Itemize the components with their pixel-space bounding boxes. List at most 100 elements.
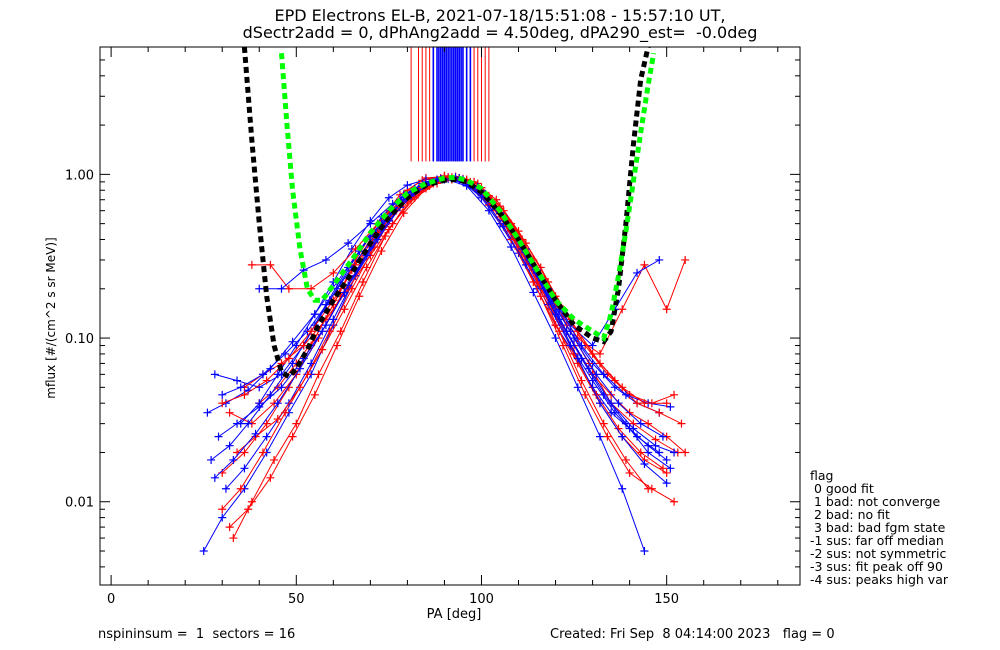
red-data-point: [581, 390, 590, 399]
y-tick-label: 0.10: [65, 332, 94, 347]
blue-data-point: [233, 376, 242, 385]
footer-spin-info: nspininsum = 1 sectors = 16: [98, 627, 296, 642]
blue-data-point: [629, 424, 638, 433]
blue-data-point: [277, 284, 286, 293]
red-data-point: [225, 408, 234, 417]
blue-data-point: [633, 268, 642, 277]
red-data-point: [670, 390, 679, 399]
red-data-point: [607, 390, 616, 399]
blue-series-line: [225, 178, 668, 490]
blue-data-point: [214, 432, 223, 441]
red-series-line: [232, 176, 675, 539]
blue-data-point: [277, 383, 286, 392]
red-data-point: [577, 376, 586, 385]
red-data-point: [662, 305, 671, 314]
red-data-point: [333, 341, 342, 350]
x-axis-label: PA [deg]: [427, 607, 482, 622]
red-data-point: [318, 345, 327, 354]
blue-data-point: [584, 364, 593, 373]
blue-data-point: [588, 341, 597, 350]
blue-data-point: [655, 448, 664, 457]
red-data-point: [355, 292, 364, 301]
red-data-point: [358, 278, 367, 287]
legend-item-bad-fgm: 3 bad: bad fgm state: [810, 520, 946, 535]
blue-data-point: [670, 448, 679, 457]
legend-title: flag: [810, 468, 834, 483]
blue-data-point: [507, 242, 516, 251]
blue-data-point: [633, 432, 642, 441]
blue-data-point: [562, 327, 571, 336]
legend-item-peak-off-90: -3 sus: fit peak off 90: [810, 559, 943, 574]
blue-data-point: [640, 547, 649, 556]
vertical-markers-group: [410, 47, 490, 162]
blue-data-point: [203, 408, 212, 417]
red-data-point: [603, 432, 612, 441]
red-data-point: [633, 399, 642, 408]
red-data-point: [555, 327, 564, 336]
blue-data-point: [596, 432, 604, 441]
blue-data-point: [258, 370, 267, 379]
red-data-point: [284, 284, 293, 293]
red-data-point: [533, 278, 542, 287]
red-data-point: [229, 534, 238, 543]
blue-data-point: [236, 383, 245, 392]
blue-data-point: [662, 455, 671, 464]
blue-series-line: [240, 177, 668, 461]
blue-data-point: [484, 206, 493, 215]
tick-labels-group: 0 50 100 150 0.01 0.10 1.00: [65, 168, 679, 607]
red-data-point: [218, 505, 227, 514]
blue-data-point: [588, 376, 597, 385]
blue-data-point: [570, 334, 579, 343]
blue-data-point: [340, 288, 349, 297]
blue-data-point: [210, 370, 219, 379]
blue-data-point: [529, 288, 538, 297]
y-tick-label: 1.00: [65, 168, 94, 183]
red-data-point: [588, 349, 597, 358]
red-data-point: [621, 455, 630, 464]
red-data-point: [240, 390, 249, 399]
blue-data-point: [273, 399, 282, 408]
chart-title-line-1: EPD Electrons EL-B, 2021-07-18/15:51:08 …: [274, 6, 726, 25]
blue-data-point: [566, 341, 575, 350]
red-data-point: [284, 354, 293, 363]
red-data-point: [266, 473, 275, 482]
red-data-point: [362, 263, 371, 272]
legend-item-not-converge: 1 bad: not converge: [810, 494, 941, 509]
blue-data-point: [225, 441, 234, 450]
red-data-point: [625, 408, 634, 417]
blue-data-point: [344, 239, 353, 248]
blue-data-point: [210, 473, 219, 482]
red-data-point: [640, 399, 649, 408]
red-data-point: [640, 260, 649, 269]
red-data-point: [262, 376, 271, 385]
blue-data-point: [229, 455, 238, 464]
red-data-point: [310, 390, 319, 399]
red-data-point: [329, 268, 338, 277]
red-data-point: [644, 484, 653, 493]
blue-data-point: [221, 484, 230, 493]
red-data-point: [662, 399, 671, 408]
x-tick-label: 150: [654, 592, 679, 607]
blue-data-point: [599, 370, 608, 379]
blue-data-point: [592, 370, 601, 379]
blue-data-point: [618, 432, 627, 441]
blue-data-point: [618, 484, 627, 493]
red-data-point: [270, 455, 279, 464]
blue-data-point: [218, 513, 227, 522]
red-data-point: [677, 419, 686, 428]
red-data-point: [377, 247, 386, 256]
blue-data-point: [636, 419, 645, 428]
red-data-point: [225, 523, 234, 532]
blue-data-point: [666, 464, 675, 473]
blue-data-point: [244, 419, 253, 428]
blue-data-point: [281, 349, 290, 358]
red-data-point: [296, 383, 304, 392]
blue-data-point: [384, 193, 393, 202]
red-data-point: [662, 468, 671, 477]
blue-data-point: [658, 432, 667, 441]
blue-data-point: [610, 408, 619, 417]
red-data-point: [610, 376, 619, 385]
red-data-point: [266, 260, 275, 269]
blue-data-point: [403, 181, 412, 190]
